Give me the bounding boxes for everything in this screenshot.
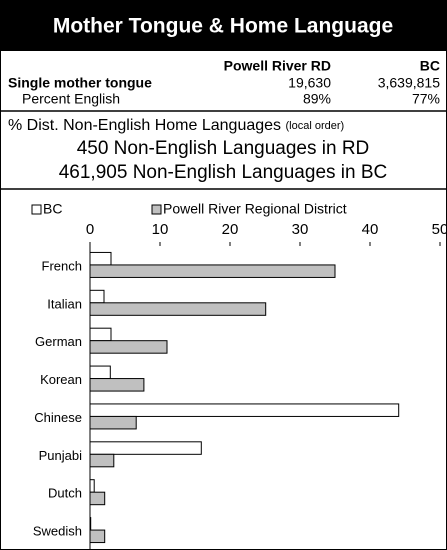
cell: 77% <box>412 91 440 107</box>
bar <box>89 378 145 392</box>
y-tick-label: Punjabi <box>39 448 82 463</box>
y-tick-label: Swedish <box>33 524 82 539</box>
cell: 89% <box>303 91 331 107</box>
bar <box>89 365 111 380</box>
y-tick-label: German <box>35 334 82 349</box>
y-tick-label: French <box>42 258 82 273</box>
column-header: Powell River RD <box>224 58 331 74</box>
bar <box>89 491 106 506</box>
column-header: BC <box>420 58 440 74</box>
x-tick-label: 50 <box>432 221 447 238</box>
x-tick-label: 20 <box>222 221 239 238</box>
bar <box>89 453 115 468</box>
y-tick-label: Italian <box>47 296 82 311</box>
title-bar <box>0 0 447 51</box>
bar <box>89 441 202 455</box>
summary-line: 461,905 Non-English Languages in BC <box>59 162 388 183</box>
bar <box>89 251 112 266</box>
bar <box>89 327 112 342</box>
x-tick-label: 0 <box>86 221 94 238</box>
x-tick-label: 40 <box>362 221 379 238</box>
legend-swatch <box>151 204 162 215</box>
y-tick-label: Dutch <box>48 486 82 501</box>
bar <box>89 415 137 430</box>
heading-note: (local order) <box>285 120 344 132</box>
bar <box>89 403 400 417</box>
legend-swatch <box>31 204 42 215</box>
bar <box>89 340 168 354</box>
heading: % Dist. Non-English Home Languages <box>8 117 281 134</box>
y-tick-label: Chinese <box>34 410 82 425</box>
bar <box>89 302 267 316</box>
legend-label: BC <box>43 201 62 217</box>
cell: 3,639,815 <box>378 75 440 91</box>
x-tick-label: 30 <box>292 221 309 238</box>
summary-heading: % Dist. Non-English Home Languages (loca… <box>8 117 344 134</box>
bar <box>89 479 95 493</box>
y-tick-label: Korean <box>40 372 82 387</box>
bar <box>89 264 336 278</box>
row-label: Single mother tongue <box>8 75 152 91</box>
x-tick-label: 10 <box>152 221 169 238</box>
cell: 19,630 <box>288 75 331 91</box>
summary-line: 450 Non-English Languages in RD <box>77 138 370 159</box>
row-label: Percent English <box>22 91 120 107</box>
legend-label: Powell River Regional District <box>163 201 347 217</box>
bar <box>89 529 106 544</box>
title: Mother Tongue & Home Language <box>53 15 393 38</box>
bar <box>89 289 105 304</box>
